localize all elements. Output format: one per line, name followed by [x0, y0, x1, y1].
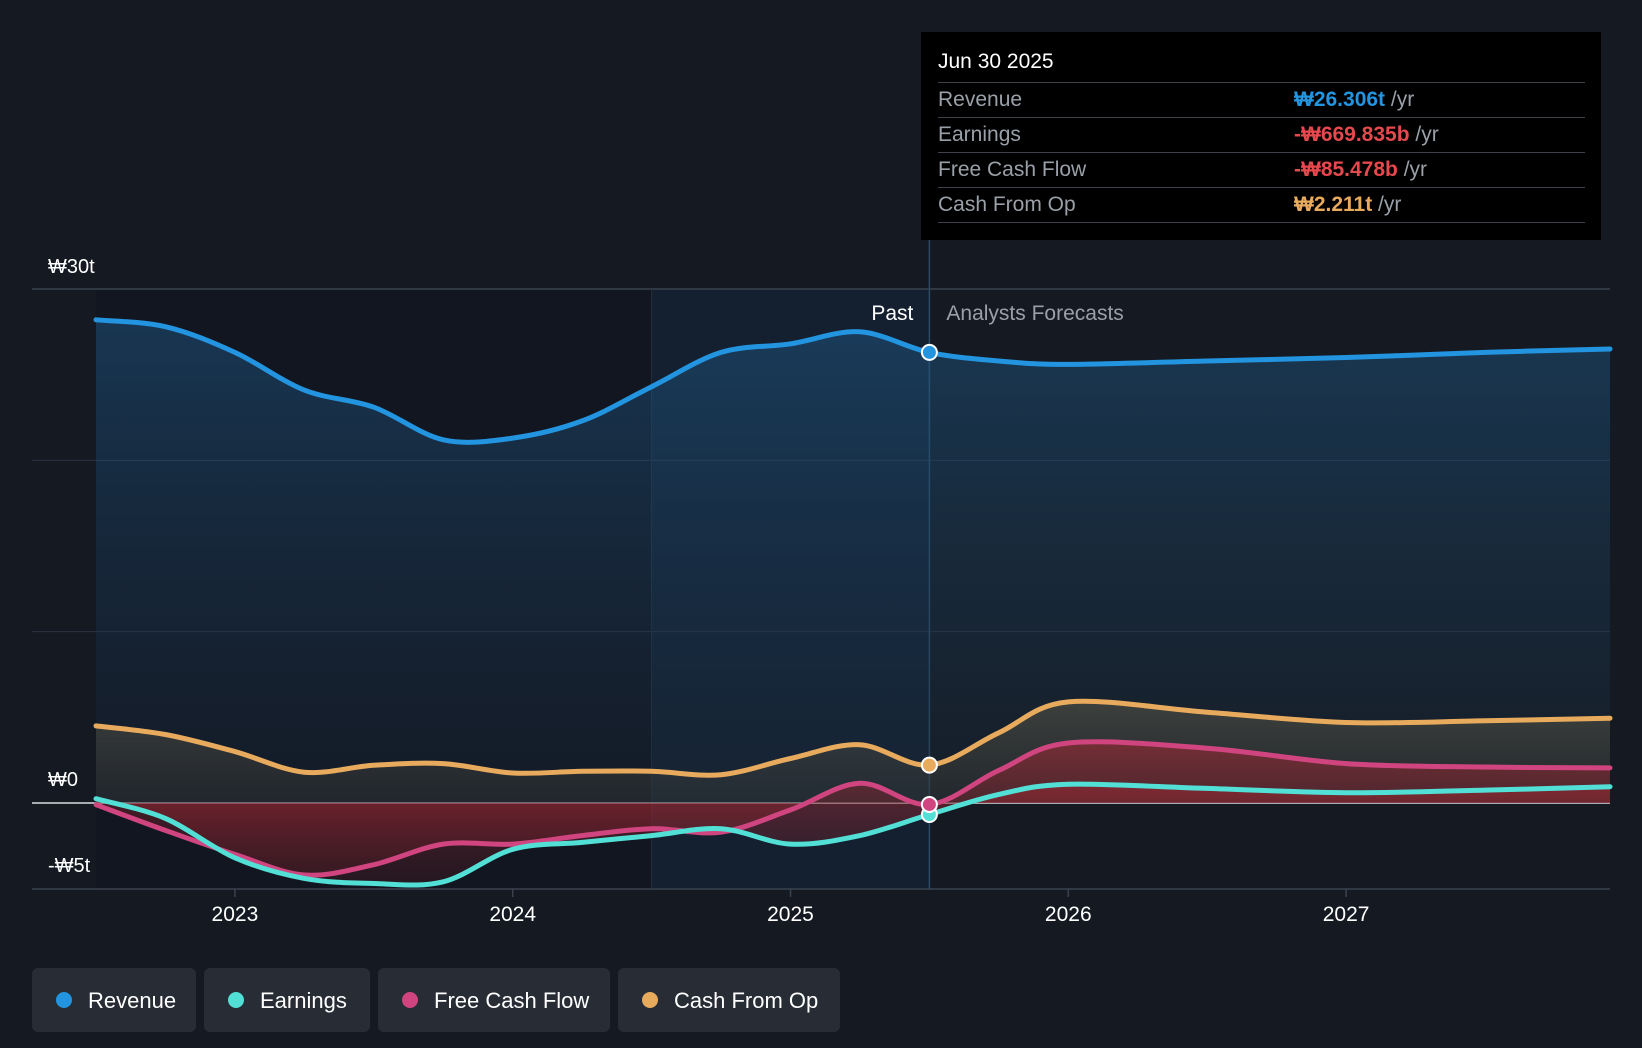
legend-dot-icon	[402, 992, 418, 1008]
tooltip-value: ₩2.211t /yr	[1294, 193, 1401, 217]
x-axis-label: 2027	[1323, 903, 1370, 926]
tooltip-unit: /yr	[1409, 123, 1439, 146]
tooltip-row-revenue: Revenue ₩26.306t /yr	[938, 82, 1585, 118]
tooltip-unit: /yr	[1397, 158, 1428, 181]
x-axis-label: 2024	[489, 903, 536, 926]
y-axis-label: ₩30t	[48, 256, 95, 278]
legend-item-revenue[interactable]: Revenue	[32, 968, 196, 1032]
x-axis-label: 2026	[1045, 903, 1092, 926]
tooltip-value-number: ₩2.211t	[1294, 193, 1373, 216]
forecast-label: Analysts Forecasts	[946, 302, 1123, 325]
earnings-line	[93, 781, 1613, 888]
revenue-line	[93, 317, 1613, 445]
revenue-area	[96, 319, 1610, 803]
tooltip-label: Revenue	[938, 88, 1023, 111]
tooltip-value-number: -₩669.835b	[1294, 123, 1410, 146]
tooltip-value-number: -₩85.478b	[1294, 158, 1398, 181]
tooltip-row-free-cash-flow: Free Cash Flow -₩85.478b /yr	[938, 152, 1585, 188]
legend-item-cash-from-op[interactable]: Cash From Op	[618, 968, 840, 1032]
tooltip-label: Earnings	[938, 123, 1021, 146]
legend-dot-icon	[228, 992, 244, 1008]
free-cash-flow-marker	[920, 795, 938, 813]
tooltip-panel: Jun 30 2025 Revenue ₩26.306t /yr Earning…	[921, 32, 1601, 240]
legend-item-free-cash-flow[interactable]: Free Cash Flow	[378, 968, 610, 1032]
x-axis-label: 2025	[767, 903, 814, 926]
tooltip-unit: /yr	[1372, 193, 1402, 216]
free-cash-flow-line	[93, 739, 1613, 878]
cash-from-op-line	[93, 698, 1613, 778]
legend-label: Cash From Op	[674, 988, 819, 1013]
legend-dot-icon	[642, 992, 658, 1008]
legend-item-earnings[interactable]: Earnings	[204, 968, 370, 1032]
revenue-marker	[920, 343, 938, 361]
tooltip-divider	[938, 222, 1585, 223]
tooltip-label: Cash From Op	[938, 193, 1076, 216]
legend-label: Earnings	[260, 988, 347, 1013]
legend-dot-icon	[56, 992, 72, 1008]
tooltip-label: Free Cash Flow	[938, 158, 1087, 181]
x-axis-label: 2023	[212, 903, 259, 926]
tooltip-value-number: ₩26.306t	[1294, 88, 1386, 111]
tooltip-date: Jun 30 2025	[938, 50, 1054, 73]
y-axis-label: -₩5t	[48, 855, 91, 877]
y-axis-label: ₩0	[48, 769, 78, 791]
legend-label: Free Cash Flow	[434, 988, 590, 1013]
past-label: Past	[871, 302, 913, 325]
tooltip-unit: /yr	[1385, 88, 1415, 111]
legend-label: Revenue	[88, 988, 177, 1013]
tooltip-value: ₩26.306t /yr	[1294, 88, 1414, 112]
tooltip-value: -₩85.478b /yr	[1294, 158, 1427, 182]
cash-from-op-marker	[920, 756, 938, 774]
tooltip-row-cash-from-op: Cash From Op ₩2.211t /yr	[938, 187, 1585, 223]
tooltip-row-earnings: Earnings -₩669.835b /yr	[938, 117, 1585, 153]
tooltip-value: -₩669.835b /yr	[1294, 123, 1439, 147]
